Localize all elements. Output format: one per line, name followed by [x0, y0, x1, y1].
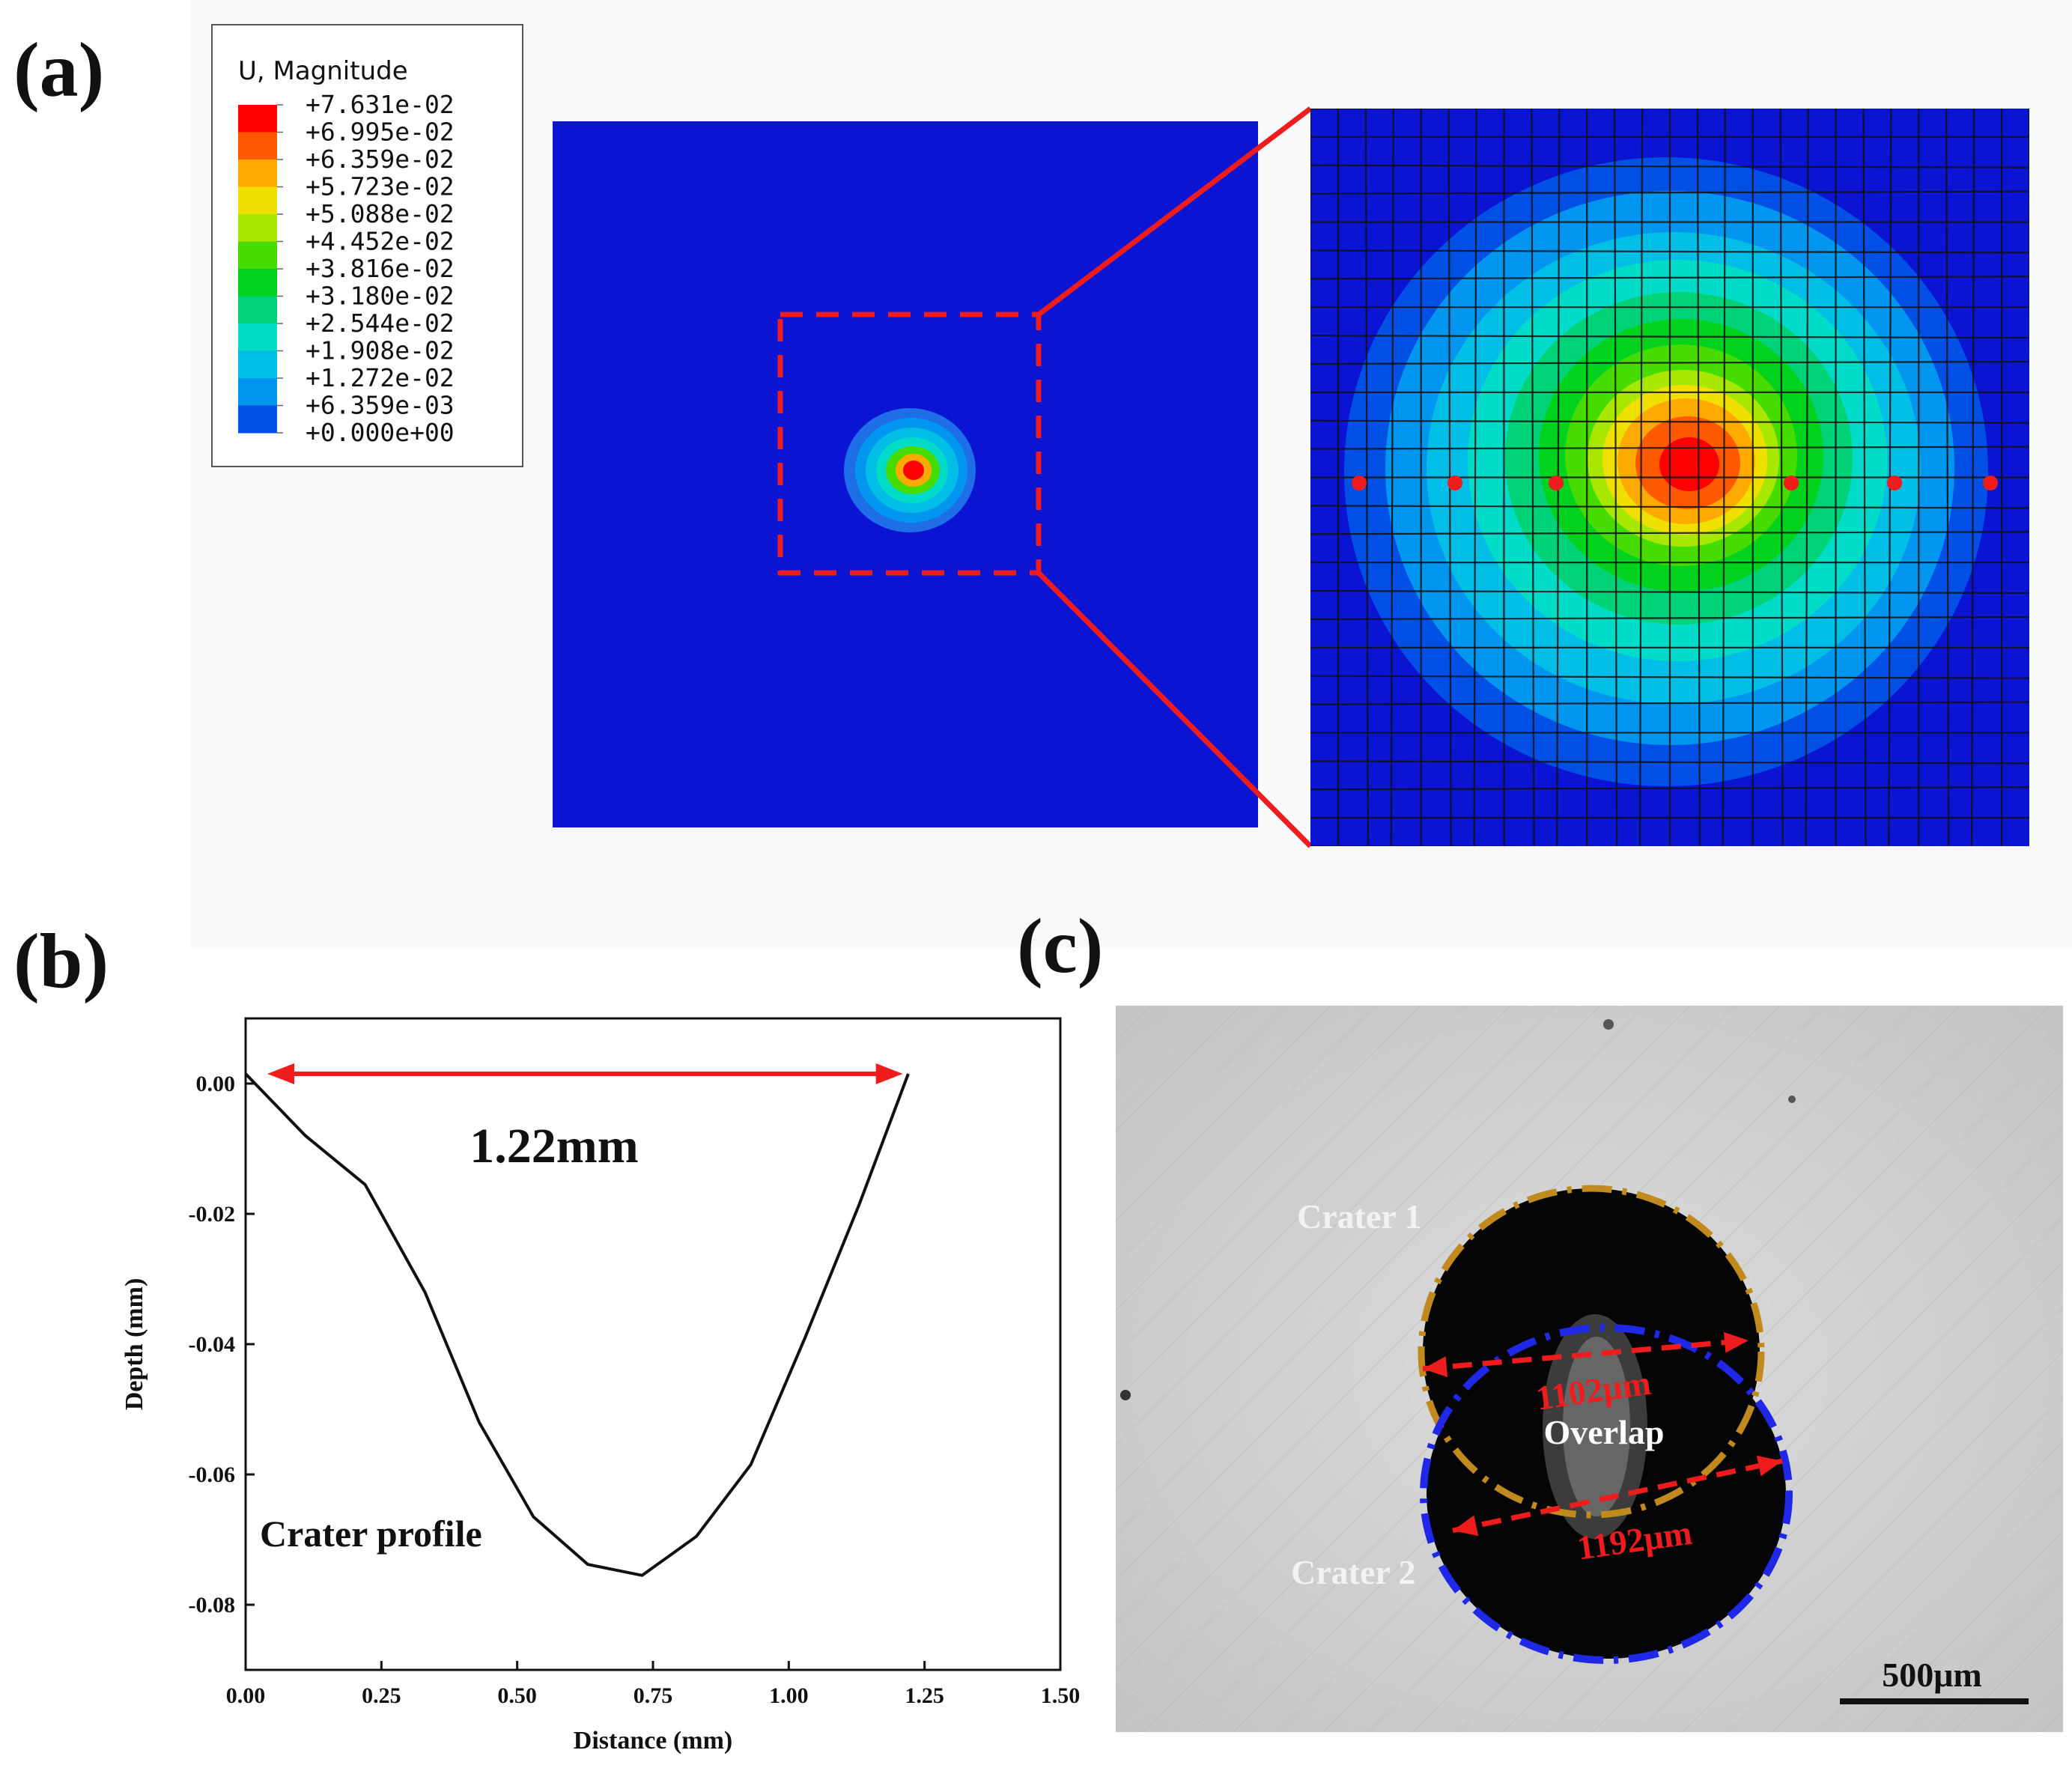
y-tick-label: -0.08: [189, 1593, 236, 1617]
legend-swatch: [238, 186, 277, 215]
legend-value: +4.452e-02: [306, 227, 455, 256]
legend-swatch: [238, 405, 277, 434]
legend-value: +6.359e-03: [306, 391, 455, 420]
profile-chart: 0.00 0.25 0.50 0.75 1.00 1.25 1.50 0.00 -0.02 -0…: [121, 1017, 1081, 1755]
plot-frame: [244, 1017, 1062, 1671]
panel-b-label: (b): [13, 918, 109, 1004]
x-tick-label: 0.00: [226, 1683, 266, 1708]
legend-swatch: [238, 350, 277, 379]
y-axis-ticks: 0.00 -0.02 -0.04 -0.06 -0.08: [189, 1072, 255, 1617]
legend-value: +3.180e-02: [306, 282, 455, 311]
legend-swatch: [238, 132, 277, 160]
x-tick-label: 1.50: [1041, 1683, 1081, 1708]
crater-2-diameter-arrow-head: [1453, 1515, 1479, 1537]
legend-swatch: [238, 269, 277, 297]
y-axis-title: Depth (mm): [121, 1278, 148, 1411]
legend-value: +3.816e-02: [306, 254, 455, 283]
crater-profile-line: [246, 1072, 910, 1577]
contour-band-12: [1659, 437, 1719, 491]
surface-pit: [1603, 1019, 1614, 1030]
x-tick-label: 0.75: [634, 1683, 673, 1708]
legend-value: +6.359e-02: [306, 145, 455, 174]
legend-value: +1.272e-02: [306, 363, 455, 392]
x-axis-title: Distance (mm): [574, 1727, 732, 1755]
measure-point: [1887, 476, 1902, 490]
y-tick-label: -0.04: [189, 1332, 236, 1357]
y-tick-label: -0.06: [189, 1462, 236, 1487]
overlap-label: Overlap: [1544, 1413, 1665, 1451]
zoom-connector-top: [1036, 106, 1313, 317]
crater-2-diameter-arrow-head: [1756, 1455, 1782, 1477]
crater-1-diameter-arrow: [1422, 1337, 1749, 1372]
fe-small-field: [844, 408, 976, 532]
x-tick-label: 0.25: [362, 1683, 401, 1708]
crater-2-diameter-arrow: [1452, 1458, 1783, 1534]
legend-value: +7.631e-02: [306, 90, 455, 119]
legend-swatch: [238, 296, 277, 324]
x-axis-ticks: 0.00 0.25 0.50 0.75 1.00 1.25 1.50: [226, 1661, 1081, 1708]
overlap-texture: [1543, 1314, 1647, 1539]
width-annotation: 1.22mm: [470, 1119, 638, 1173]
crater-1-diameter-arrow-head: [1723, 1331, 1749, 1353]
legend-swatches: [238, 104, 283, 434]
measure-point: [1983, 476, 1998, 490]
measure-point: [1784, 476, 1799, 490]
measurement-points: [1352, 476, 1998, 490]
crater-1-outline: [1418, 1185, 1765, 1519]
legend-swatch: [238, 241, 277, 270]
measure-point: [1352, 476, 1367, 490]
panel-c-label: (c): [1017, 903, 1103, 989]
legend-swatch: [238, 105, 277, 133]
surface-pit: [1788, 1096, 1796, 1103]
legend-swatch: [238, 160, 277, 187]
width-arrow: [267, 1063, 903, 1084]
diameter-arrows: [1422, 1331, 1783, 1537]
scale-bar: [1840, 1698, 2029, 1704]
y-tick-label: -0.02: [189, 1202, 236, 1227]
contour-legend: U, Magnitude +7.631e-02+6.995e-02+6.359e…: [211, 24, 523, 467]
zoom-connector-bottom: [1036, 571, 1313, 848]
crater-2-label: Crater 2: [1291, 1553, 1415, 1591]
x-tick-label: 1.25: [905, 1683, 944, 1708]
legend-title: U, Magnitude: [238, 56, 408, 86]
legend-swatch: [238, 214, 277, 242]
scale-bar-label: 500μm: [1882, 1656, 1981, 1694]
width-arrow-head-left: [267, 1063, 295, 1084]
y-tick-label: 0.00: [196, 1072, 236, 1096]
crater-profile-label: Crater profile: [260, 1513, 482, 1555]
legend-value: +5.723e-02: [306, 172, 455, 201]
legend-swatch: [238, 323, 277, 351]
width-arrow-head-right: [875, 1063, 903, 1084]
measure-point: [1549, 476, 1564, 490]
fe-zoom-view: [1310, 109, 2029, 846]
legend-value: +6.995e-02: [306, 118, 455, 147]
x-tick-label: 0.50: [497, 1683, 537, 1708]
crater-2-outline: [1420, 1324, 1793, 1664]
surface-pit: [1120, 1390, 1131, 1400]
legend-value: +0.000e+00: [306, 418, 455, 447]
legend-value: +5.088e-02: [306, 199, 455, 228]
crater-1-label: Crater 1: [1297, 1197, 1421, 1236]
micrograph: Crater 1 Crater 2 Overlap 1102μm 1192μm …: [1116, 1006, 2063, 1732]
legend-value: +1.908e-02: [306, 336, 455, 365]
legend-labels: +7.631e-02+6.995e-02+6.359e-02+5.723e-02…: [306, 90, 455, 447]
overlap-texture: [1563, 1337, 1630, 1516]
crater-1-diameter-arrow-head: [1423, 1356, 1448, 1378]
x-tick-label: 1.00: [769, 1683, 809, 1708]
panel-a-label: (a): [13, 27, 104, 113]
measure-point: [1447, 476, 1462, 490]
legend-value: +2.544e-02: [306, 309, 455, 338]
zoom-region-box: [777, 312, 1042, 576]
mesh-grid: [1310, 109, 2029, 846]
legend-swatch: [238, 378, 277, 406]
